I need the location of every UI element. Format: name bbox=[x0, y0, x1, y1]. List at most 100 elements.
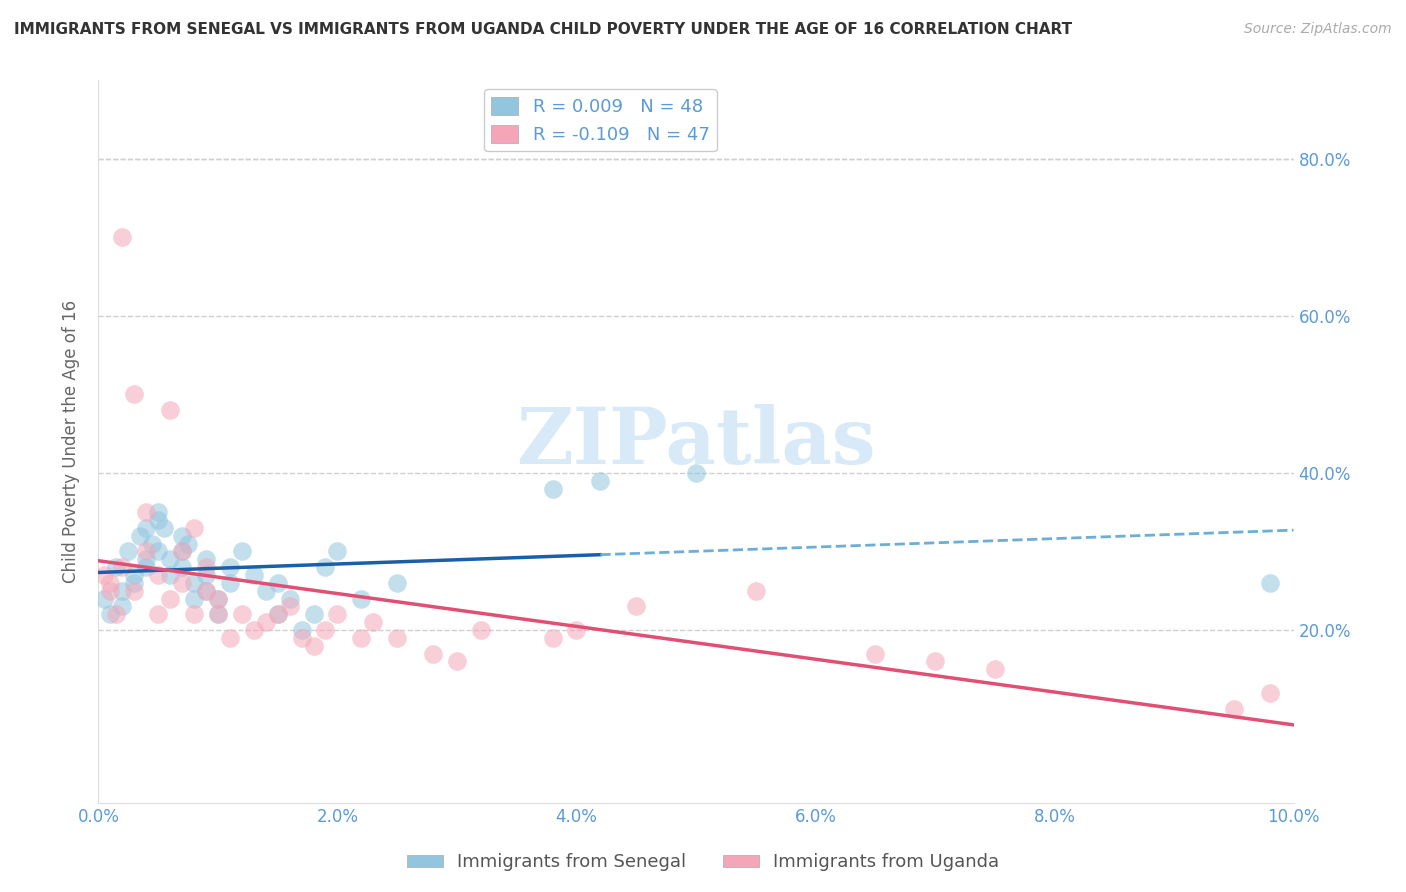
Point bbox=[135, 521, 157, 535]
Point bbox=[1258, 686, 1281, 700]
Point bbox=[326, 544, 349, 558]
Point bbox=[172, 575, 194, 590]
Point bbox=[865, 647, 887, 661]
Point bbox=[129, 529, 152, 543]
Point bbox=[745, 583, 768, 598]
Point bbox=[315, 560, 337, 574]
Point bbox=[159, 403, 181, 417]
Point bbox=[924, 655, 946, 669]
Point bbox=[207, 607, 229, 622]
Point bbox=[291, 631, 314, 645]
Point bbox=[148, 544, 170, 558]
Point bbox=[117, 544, 139, 558]
Point bbox=[589, 474, 612, 488]
Point bbox=[111, 230, 134, 244]
Point bbox=[195, 583, 218, 598]
Text: IMMIGRANTS FROM SENEGAL VS IMMIGRANTS FROM UGANDA CHILD POVERTY UNDER THE AGE OF: IMMIGRANTS FROM SENEGAL VS IMMIGRANTS FR… bbox=[14, 22, 1073, 37]
Point bbox=[291, 623, 314, 637]
Point bbox=[267, 575, 290, 590]
Point bbox=[183, 575, 205, 590]
Point bbox=[267, 607, 290, 622]
Point bbox=[93, 568, 115, 582]
Legend: Immigrants from Senegal, Immigrants from Uganda: Immigrants from Senegal, Immigrants from… bbox=[399, 847, 1007, 879]
Point bbox=[195, 552, 218, 566]
Point bbox=[541, 482, 564, 496]
Point bbox=[111, 583, 134, 598]
Point bbox=[302, 607, 325, 622]
Point bbox=[565, 623, 588, 637]
Point bbox=[350, 591, 373, 606]
Point bbox=[195, 568, 218, 582]
Point bbox=[93, 591, 115, 606]
Point bbox=[446, 655, 468, 669]
Point bbox=[153, 521, 176, 535]
Point bbox=[984, 662, 1007, 676]
Point bbox=[326, 607, 349, 622]
Point bbox=[111, 560, 134, 574]
Point bbox=[135, 544, 157, 558]
Point bbox=[172, 544, 194, 558]
Point bbox=[135, 505, 157, 519]
Point bbox=[124, 387, 146, 401]
Point bbox=[183, 521, 205, 535]
Point bbox=[141, 536, 163, 550]
Point bbox=[159, 568, 181, 582]
Point bbox=[267, 607, 290, 622]
Point bbox=[626, 599, 648, 614]
Point bbox=[159, 591, 181, 606]
Point bbox=[254, 583, 277, 598]
Point bbox=[148, 607, 170, 622]
Point bbox=[1223, 701, 1246, 715]
Point bbox=[105, 607, 128, 622]
Point bbox=[243, 568, 266, 582]
Point bbox=[195, 560, 218, 574]
Point bbox=[219, 575, 242, 590]
Point bbox=[207, 591, 229, 606]
Point bbox=[278, 591, 301, 606]
Text: Source: ZipAtlas.com: Source: ZipAtlas.com bbox=[1244, 22, 1392, 37]
Point bbox=[98, 583, 122, 598]
Point bbox=[183, 591, 205, 606]
Point bbox=[111, 599, 134, 614]
Point bbox=[470, 623, 492, 637]
Point bbox=[172, 544, 194, 558]
Point bbox=[422, 647, 444, 661]
Point bbox=[350, 631, 373, 645]
Point bbox=[219, 631, 242, 645]
Point bbox=[183, 607, 205, 622]
Point bbox=[172, 560, 194, 574]
Point bbox=[231, 544, 253, 558]
Point bbox=[278, 599, 301, 614]
Point bbox=[254, 615, 277, 630]
Point bbox=[207, 591, 229, 606]
Point bbox=[219, 560, 242, 574]
Point bbox=[148, 505, 170, 519]
Point bbox=[172, 529, 194, 543]
Point bbox=[148, 568, 170, 582]
Point bbox=[385, 631, 409, 645]
Point bbox=[105, 560, 128, 574]
Point bbox=[135, 560, 157, 574]
Point bbox=[385, 575, 409, 590]
Legend: R = 0.009   N = 48, R = -0.109   N = 47: R = 0.009 N = 48, R = -0.109 N = 47 bbox=[484, 89, 717, 152]
Point bbox=[195, 583, 218, 598]
Point bbox=[135, 552, 157, 566]
Point bbox=[685, 466, 707, 480]
Text: ZIPatlas: ZIPatlas bbox=[516, 403, 876, 480]
Point bbox=[98, 607, 122, 622]
Point bbox=[207, 607, 229, 622]
Point bbox=[124, 575, 146, 590]
Point bbox=[541, 631, 564, 645]
Point bbox=[98, 575, 122, 590]
Point bbox=[231, 607, 253, 622]
Point bbox=[148, 513, 170, 527]
Point bbox=[363, 615, 385, 630]
Point bbox=[124, 583, 146, 598]
Point bbox=[1258, 575, 1281, 590]
Point bbox=[243, 623, 266, 637]
Point bbox=[302, 639, 325, 653]
Point bbox=[124, 568, 146, 582]
Point bbox=[159, 552, 181, 566]
Point bbox=[177, 536, 200, 550]
Point bbox=[315, 623, 337, 637]
